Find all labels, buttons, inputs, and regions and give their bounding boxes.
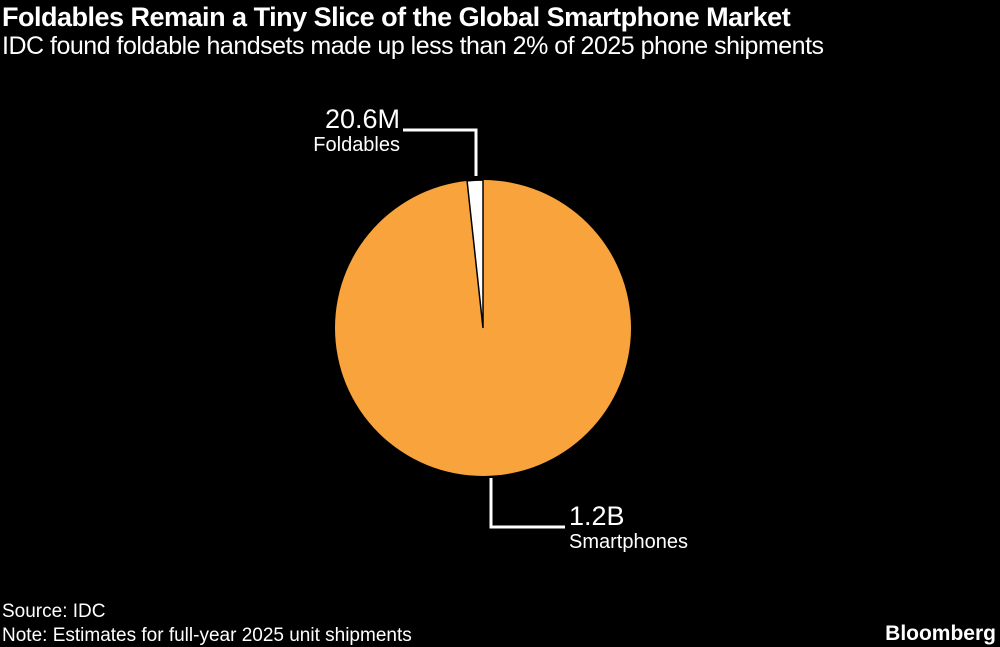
smartphones-value: 1.2B xyxy=(569,501,625,531)
smartphones-annotation: 1.2B Smartphones xyxy=(569,502,688,554)
foldables-label: Foldables xyxy=(313,134,400,156)
foldables-annotation: 20.6M Foldables xyxy=(313,105,400,157)
source-text: Source: IDC xyxy=(2,601,106,622)
foldables-leader-line xyxy=(403,128,478,176)
pie-slice-foldables xyxy=(466,179,484,329)
foldables-value: 20.6M xyxy=(324,104,400,134)
smartphones-label: Smartphones xyxy=(569,531,688,553)
smartphones-leader-line xyxy=(489,478,565,529)
note-text: Note: Estimates for full-year 2025 unit … xyxy=(2,625,412,646)
bloomberg-logo: Bloomberg xyxy=(885,622,996,645)
chart-title: Foldables Remain a Tiny Slice of the Glo… xyxy=(2,2,791,32)
chart-subtitle: IDC found foldable handsets made up less… xyxy=(2,32,824,60)
